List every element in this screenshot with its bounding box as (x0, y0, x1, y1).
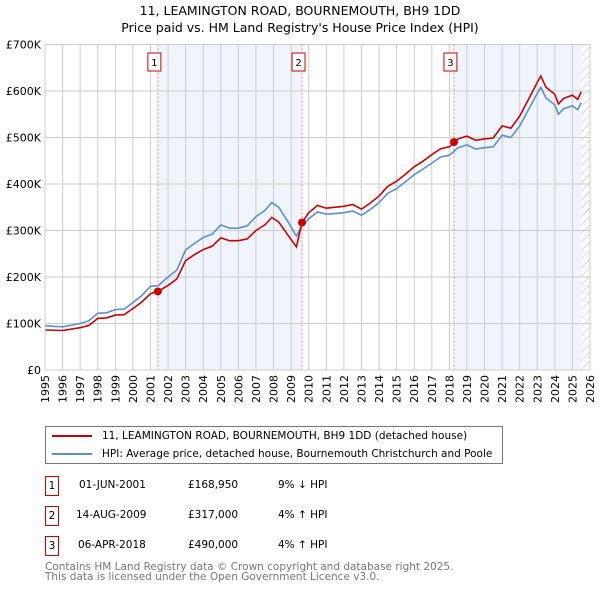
forecast-hatch (581, 44, 590, 370)
footer-copyright: Contains HM Land Registry data © Crown c… (45, 561, 454, 573)
sale-marker-label: 2 (45, 506, 59, 526)
sale-hpi: 4% ↑ HPI (278, 539, 328, 551)
y-tick-label: £700K (6, 39, 42, 52)
x-tick-label: 2012 (338, 375, 351, 403)
y-tick-label: £200K (6, 271, 42, 284)
sale-hpi: 9% ↓ HPI (278, 479, 328, 491)
legend-swatch-blue (52, 453, 92, 455)
x-tick-label: 2013 (355, 375, 368, 403)
y-tick-label: £500K (6, 132, 42, 145)
x-tick-label: 2000 (127, 375, 140, 403)
sale-label: 2 (295, 58, 301, 69)
x-tick-label: 2025 (566, 375, 579, 403)
x-tick-label: 2022 (514, 375, 527, 403)
sale-row: 2 14-AUG-2009 £317,000 4% ↑ HPI (45, 506, 445, 526)
y-tick-label: £0 (27, 364, 41, 377)
legend-label: HPI: Average price, detached house, Bour… (102, 448, 493, 460)
x-tick-label: 1995 (39, 375, 52, 403)
x-tick-label: 2021 (496, 375, 509, 403)
sale-label: 1 (151, 58, 157, 69)
x-tick-label: 2023 (531, 375, 544, 403)
x-tick-label: 2009 (285, 375, 298, 403)
x-tick-label: 2011 (320, 375, 333, 403)
x-tick-label: 2006 (232, 375, 245, 403)
sale-point (153, 287, 162, 296)
y-tick-label: £100K (6, 318, 42, 331)
hpi-line (44, 85, 582, 328)
x-tick-label: 2008 (268, 375, 281, 403)
x-tick-label: 2005 (215, 375, 228, 403)
price-line (44, 74, 582, 332)
sale-hpi: 4% ↑ HPI (278, 509, 328, 521)
sale-row: 3 06-APR-2018 £490,000 4% ↑ HPI (45, 536, 445, 556)
x-tick-label: 2001 (144, 375, 157, 403)
sale-date: 06-APR-2018 (78, 539, 146, 551)
x-tick-label: 2016 (408, 375, 421, 403)
chart-subtitle: Price paid vs. HM Land Registry's House … (121, 20, 479, 35)
sale-point (449, 138, 458, 147)
chart-plot: 1995 1996 1997 1998 1999 2000 2001 2002 2003 2004… (6, 39, 597, 404)
y-tick-label: £300K (6, 225, 42, 238)
plot-border (44, 44, 591, 371)
x-tick-label: 2010 (303, 375, 316, 403)
legend: 11, LEAMINGTON ROAD, BOURNEMOUTH, BH9 1D… (45, 426, 503, 464)
x-tick-label: 1998 (92, 375, 105, 403)
sale-label-box (147, 52, 162, 72)
sale-marker-label: 3 (45, 536, 59, 556)
x-tick-label: 2015 (391, 375, 404, 403)
sale-date: 14-AUG-2009 (76, 509, 147, 521)
chart-title: 11, LEAMINGTON ROAD, BOURNEMOUTH, BH9 1D… (139, 3, 461, 18)
x-tick-label: 2018 (443, 375, 456, 403)
x-tick-label: 1996 (57, 375, 70, 403)
x-tick-label: 2026 (584, 375, 597, 403)
x-tick-label: 2003 (180, 375, 193, 403)
x-tick-label: 2020 (479, 375, 492, 403)
sale-date: 01-JUN-2001 (79, 479, 146, 491)
x-tick-label: 2019 (461, 375, 474, 403)
sale-label-box (443, 52, 458, 72)
shaded-range (453, 44, 582, 370)
legend-item-hpi: HPI: Average price, detached house, Bour… (52, 446, 492, 462)
legend-item-property: 11, LEAMINGTON ROAD, BOURNEMOUTH, BH9 1D… (52, 428, 467, 444)
footer: Contains HM Land Registry data © Crown c… (45, 561, 454, 583)
x-tick-label: 2007 (250, 375, 263, 403)
sale-label-box (291, 52, 306, 72)
x-tick-label: 1999 (109, 375, 122, 403)
x-tick-label: 2004 (197, 375, 210, 403)
x-tick-label: 2014 (373, 375, 386, 403)
y-tick-label: £600K (6, 85, 42, 98)
sale-price: £317,000 (188, 509, 239, 521)
shaded-range (157, 44, 303, 370)
sale-row: 1 01-JUN-2001 £168,950 9% ↓ HPI (45, 476, 445, 496)
legend-label: 11, LEAMINGTON ROAD, BOURNEMOUTH, BH9 1D… (102, 430, 468, 442)
sale-point (298, 218, 307, 227)
sale-price: £168,950 (188, 479, 239, 491)
x-tick-label: 2024 (549, 375, 562, 403)
footer-licence: This data is licensed under the Open Gov… (45, 571, 380, 583)
x-tick-label: 2017 (426, 375, 439, 403)
sale-price: £490,000 (188, 539, 239, 551)
y-tick-label: £400K (6, 178, 42, 191)
x-tick-label: 2002 (162, 375, 175, 403)
x-tick-label: 1997 (74, 375, 87, 403)
legend-swatch-red (52, 435, 92, 437)
sale-marker-label: 1 (45, 476, 59, 496)
sale-label: 3 (447, 58, 453, 69)
